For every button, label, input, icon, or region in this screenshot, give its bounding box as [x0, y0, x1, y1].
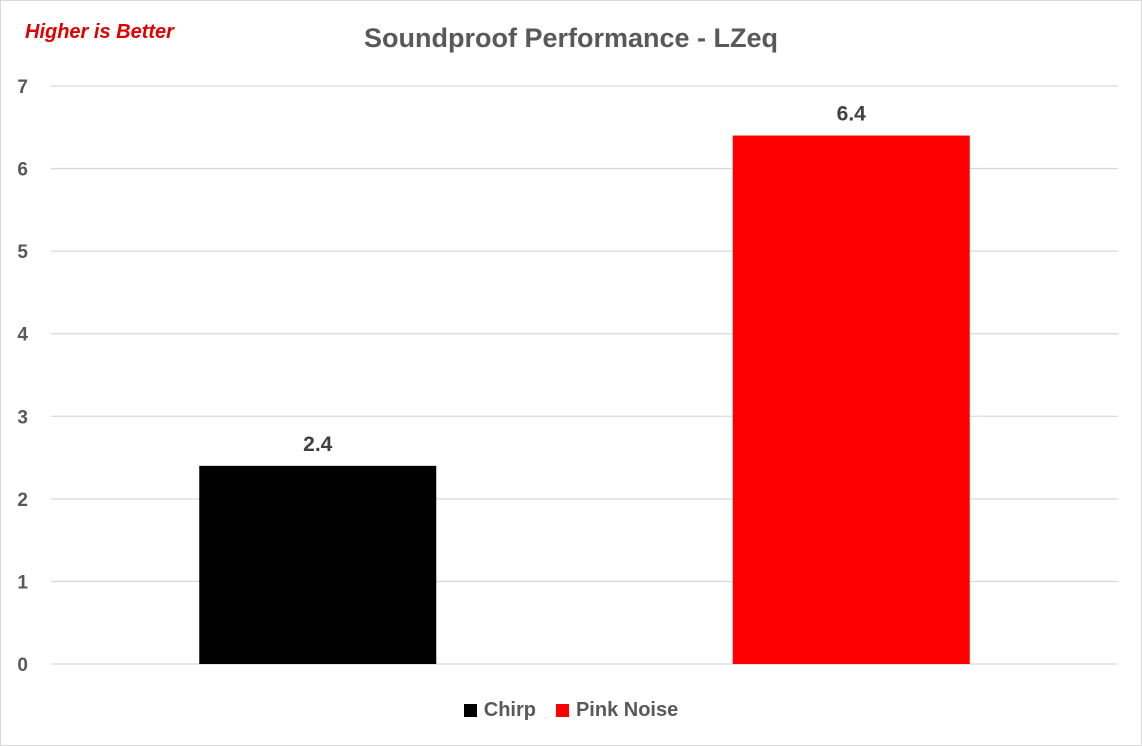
legend-item-chirp: Chirp	[463, 699, 536, 722]
y-tick-label: 3	[17, 407, 28, 428]
data-label: 2.4	[303, 433, 333, 456]
y-tick-label: 0	[17, 655, 28, 676]
chart-title: Soundproof Performance - LZeq	[363, 23, 779, 53]
legend-label-pink-noise: Pink Noise	[575, 699, 679, 721]
y-tick-label: 6	[17, 160, 28, 181]
legend-label-chirp: Chirp	[483, 699, 536, 721]
higher-is-better-note: Higher is Better	[25, 21, 174, 43]
y-tick-label: 1	[17, 572, 28, 593]
y-tick-label: 7	[17, 77, 28, 98]
bars	[199, 135, 970, 665]
legend: Chirp Pink Noise	[1, 699, 1141, 722]
bar-pink-noise	[732, 135, 970, 665]
y-tick-label: 4	[17, 325, 28, 346]
legend-item-pink-noise: Pink Noise	[555, 699, 679, 722]
bar-chirp	[199, 465, 437, 664]
data-labels: 2.4 6.4	[303, 103, 866, 456]
y-axis: 0 1 2 3 4 5 6 7	[17, 77, 28, 676]
y-tick-label: 2	[17, 490, 28, 511]
data-label: 6.4	[837, 103, 867, 126]
y-tick-label: 5	[17, 242, 28, 263]
legend-swatch-chirp	[463, 704, 477, 717]
legend-swatch-pink-noise	[555, 704, 569, 717]
